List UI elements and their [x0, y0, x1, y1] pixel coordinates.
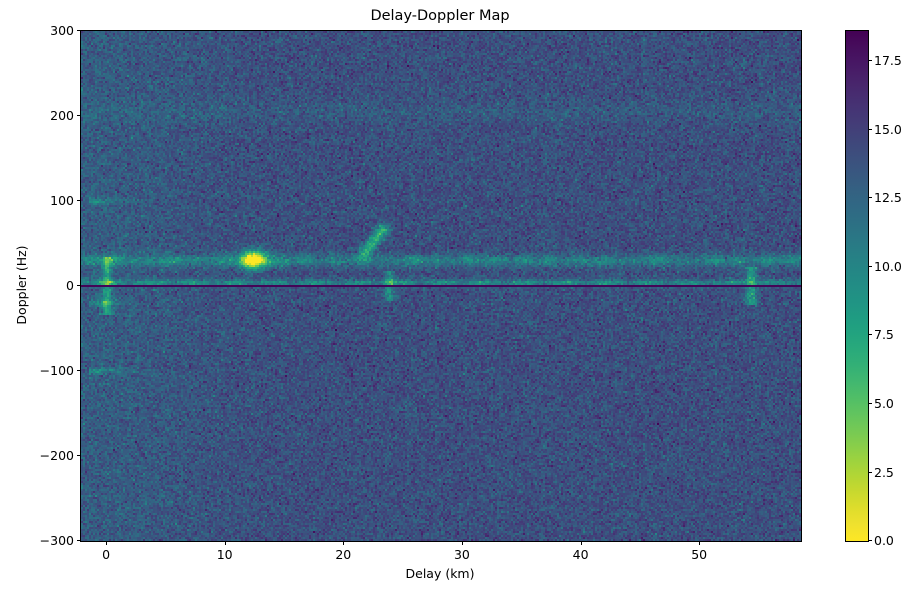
colorbar-gradient: [846, 31, 868, 541]
x-tick-label: 10: [216, 547, 233, 562]
y-tick-label: 0: [66, 278, 74, 293]
x-axis-label: Delay (km): [405, 566, 475, 581]
colorbar-tick-mark: [868, 471, 872, 473]
colorbar-tick-label: 5.0: [874, 395, 894, 411]
y-tick-mark: [76, 115, 80, 116]
colorbar-tick-label: 10.0: [874, 258, 902, 274]
page-title: Delay-Doppler Map: [370, 8, 510, 24]
x-tick-mark: [106, 541, 108, 545]
colorbar-tick-mark: [868, 197, 872, 199]
colorbar-tick-label: 2.5: [874, 464, 894, 480]
colorbar-tick-mark: [868, 402, 872, 404]
y-tick-label: −200: [39, 448, 74, 463]
y-tick-label: 100: [50, 193, 74, 208]
colorbar-tick-label: 12.5: [874, 190, 902, 206]
colorbar: [845, 30, 869, 542]
colorbar-tick-label: 0.0: [874, 533, 894, 548]
y-tick-mark: [76, 455, 80, 456]
y-tick-label: 200: [50, 108, 74, 123]
x-tick-label: 50: [691, 547, 708, 562]
x-tick-mark: [580, 541, 582, 545]
colorbar-tick-mark: [868, 334, 872, 336]
x-tick-mark: [461, 541, 463, 545]
colorbar-tick-label: 17.5: [874, 53, 902, 69]
x-tick-mark: [343, 541, 345, 545]
colorbar-tick-mark: [868, 540, 872, 541]
x-tick-mark: [224, 541, 226, 545]
colorbar-tick-mark: [868, 265, 872, 267]
x-tick-label: 30: [453, 547, 470, 562]
y-axis-label: Doppler (Hz): [14, 245, 29, 325]
colorbar-tick-label: 15.0: [874, 121, 902, 137]
x-tick-label: 20: [335, 547, 352, 562]
delay-doppler-heatmap: [81, 31, 801, 541]
heatmap-plot-area: [80, 30, 802, 542]
colorbar-tick-label: 7.5: [874, 327, 894, 343]
y-tick-mark: [76, 540, 80, 541]
y-tick-label: −100: [39, 363, 74, 378]
colorbar-tick-mark: [868, 128, 872, 130]
y-tick-mark: [76, 370, 80, 371]
colorbar-tick-mark: [868, 60, 872, 62]
x-tick-label: 0: [102, 547, 111, 562]
x-tick-mark: [699, 541, 701, 545]
y-tick-label: −300: [39, 533, 74, 548]
y-tick-mark: [76, 285, 80, 286]
y-tick-mark: [76, 30, 80, 31]
x-tick-label: 40: [572, 547, 589, 562]
y-tick-mark: [76, 200, 80, 201]
y-tick-label: 300: [50, 23, 74, 38]
